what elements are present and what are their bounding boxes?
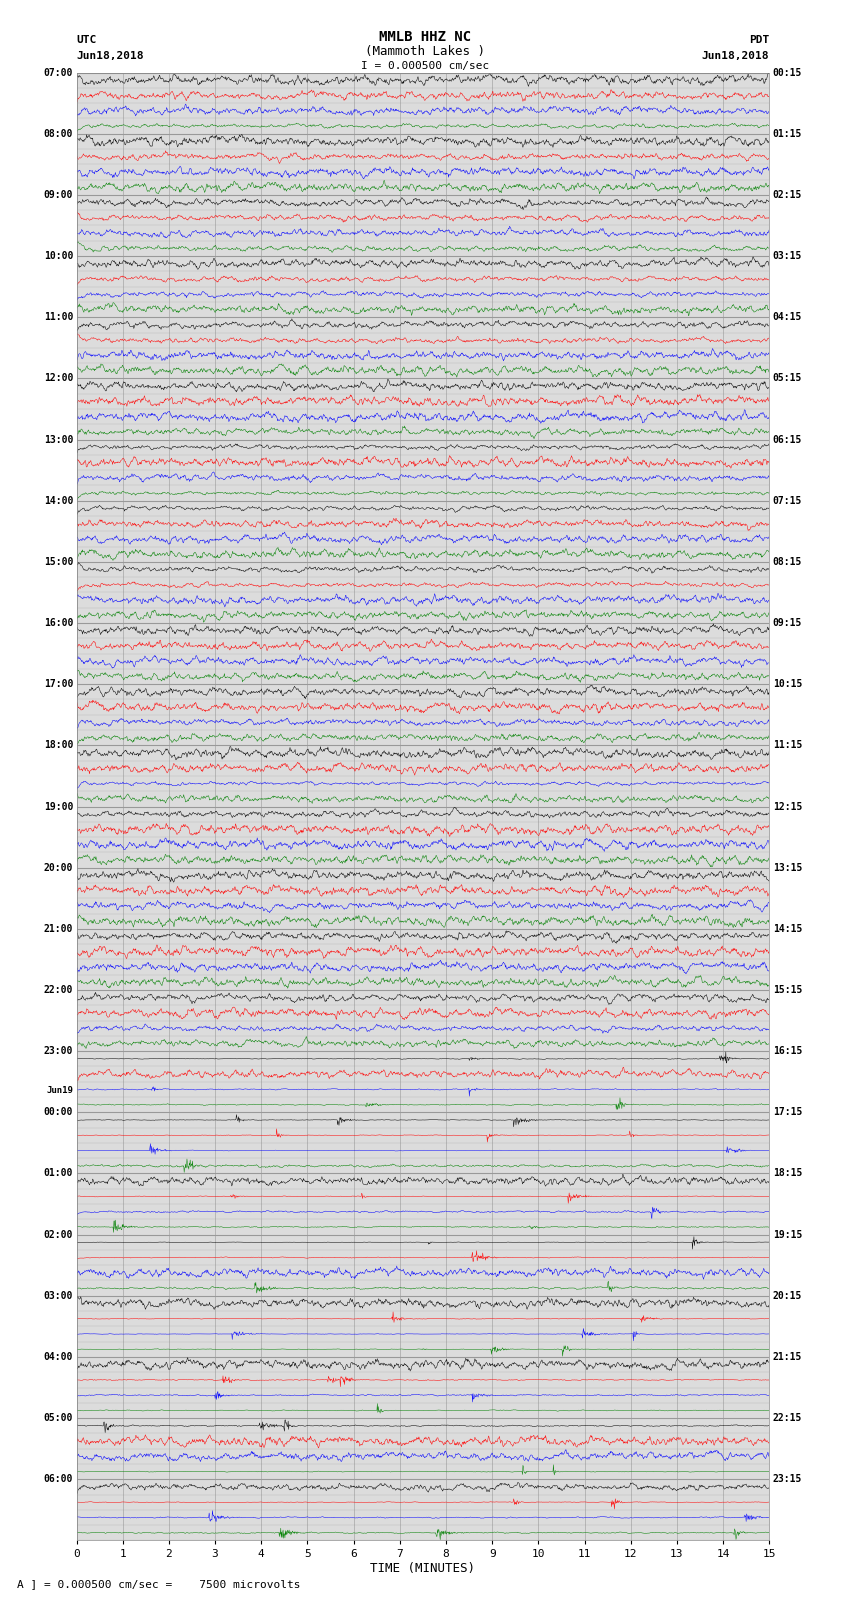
Text: 00:00: 00:00 [43,1107,73,1118]
Text: 20:15: 20:15 [773,1290,802,1300]
Text: MMLB HHZ NC: MMLB HHZ NC [379,31,471,44]
Text: 10:00: 10:00 [43,252,73,261]
Text: 01:00: 01:00 [43,1168,73,1179]
Text: 10:15: 10:15 [773,679,802,689]
Text: 09:15: 09:15 [773,618,802,627]
Text: 14:00: 14:00 [43,495,73,506]
Text: 11:00: 11:00 [43,313,73,323]
Text: 12:00: 12:00 [43,373,73,384]
Text: 05:15: 05:15 [773,373,802,384]
Text: (Mammoth Lakes ): (Mammoth Lakes ) [365,45,485,58]
Text: 22:15: 22:15 [773,1413,802,1423]
Text: 23:00: 23:00 [43,1047,73,1057]
Text: 11:15: 11:15 [773,740,802,750]
Text: 13:15: 13:15 [773,863,802,873]
Text: 03:15: 03:15 [773,252,802,261]
Text: 07:00: 07:00 [43,68,73,77]
Text: 15:00: 15:00 [43,556,73,566]
Text: 05:00: 05:00 [43,1413,73,1423]
Text: 02:15: 02:15 [773,190,802,200]
Text: 02:00: 02:00 [43,1229,73,1240]
Text: 23:15: 23:15 [773,1474,802,1484]
Text: 18:00: 18:00 [43,740,73,750]
Text: Jun18,2018: Jun18,2018 [702,52,769,61]
Text: 04:15: 04:15 [773,313,802,323]
Text: 21:00: 21:00 [43,924,73,934]
Text: 09:00: 09:00 [43,190,73,200]
Text: 12:15: 12:15 [773,802,802,811]
Text: 16:00: 16:00 [43,618,73,627]
Text: I = 0.000500 cm/sec: I = 0.000500 cm/sec [361,61,489,71]
Text: UTC: UTC [76,35,97,45]
Text: 19:15: 19:15 [773,1229,802,1240]
Text: Jun19: Jun19 [46,1087,73,1095]
Text: 18:15: 18:15 [773,1168,802,1179]
Text: 03:00: 03:00 [43,1290,73,1300]
Text: PDT: PDT [749,35,769,45]
Text: 13:00: 13:00 [43,434,73,445]
Text: 22:00: 22:00 [43,986,73,995]
Text: 07:15: 07:15 [773,495,802,506]
Text: 19:00: 19:00 [43,802,73,811]
Text: 16:15: 16:15 [773,1047,802,1057]
Text: A ] = 0.000500 cm/sec =    7500 microvolts: A ] = 0.000500 cm/sec = 7500 microvolts [17,1579,301,1589]
Text: 20:00: 20:00 [43,863,73,873]
X-axis label: TIME (MINUTES): TIME (MINUTES) [371,1563,475,1576]
Text: Jun18,2018: Jun18,2018 [76,52,144,61]
Text: 04:00: 04:00 [43,1352,73,1361]
Text: 06:15: 06:15 [773,434,802,445]
Text: 06:00: 06:00 [43,1474,73,1484]
Text: 17:00: 17:00 [43,679,73,689]
Text: 21:15: 21:15 [773,1352,802,1361]
Text: 08:15: 08:15 [773,556,802,566]
Text: 01:15: 01:15 [773,129,802,139]
Text: 15:15: 15:15 [773,986,802,995]
Text: 17:15: 17:15 [773,1107,802,1118]
Text: 08:00: 08:00 [43,129,73,139]
Text: 14:15: 14:15 [773,924,802,934]
Text: 00:15: 00:15 [773,68,802,77]
